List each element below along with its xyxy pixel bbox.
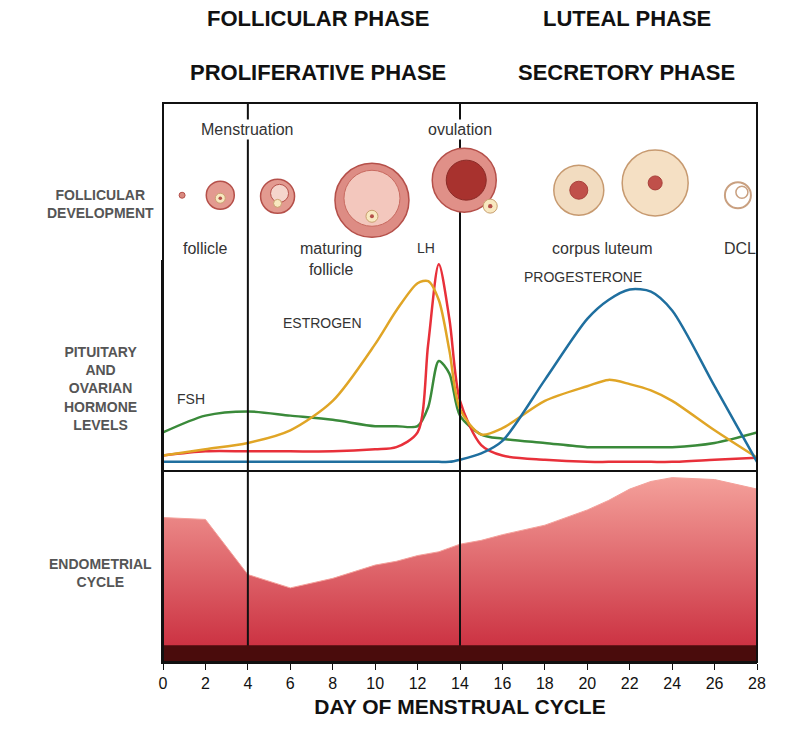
svg-text:0: 0 (159, 675, 168, 692)
svg-text:12: 12 (409, 675, 427, 692)
svg-text:28: 28 (748, 675, 766, 692)
svg-text:2: 2 (201, 675, 210, 692)
svg-text:follicle: follicle (183, 240, 228, 257)
svg-text:DAY OF MENSTRUAL CYCLE: DAY OF MENSTRUAL CYCLE (314, 695, 605, 718)
svg-text:18: 18 (536, 675, 554, 692)
svg-text:PROGESTERONE: PROGESTERONE (524, 269, 642, 285)
svg-text:8: 8 (328, 675, 337, 692)
svg-text:LH: LH (417, 240, 435, 256)
svg-text:4: 4 (243, 675, 252, 692)
svg-text:ENDOMETRIALCYCLE: ENDOMETRIALCYCLE (49, 556, 152, 590)
svg-text:PROLIFERATIVE PHASE: PROLIFERATIVE PHASE (190, 60, 446, 85)
svg-text:LUTEAL PHASE: LUTEAL PHASE (543, 6, 711, 31)
svg-text:FSH: FSH (177, 391, 205, 407)
svg-text:DCL: DCL (724, 240, 756, 257)
svg-text:ESTROGEN: ESTROGEN (283, 315, 362, 331)
svg-text:26: 26 (706, 675, 724, 692)
svg-text:ovulation: ovulation (428, 121, 492, 138)
svg-text:SECRETORY PHASE: SECRETORY PHASE (518, 60, 735, 85)
svg-text:maturingfollicle: maturingfollicle (300, 240, 362, 278)
svg-text:24: 24 (663, 675, 681, 692)
svg-text:FOLLICULAR PHASE: FOLLICULAR PHASE (207, 6, 429, 31)
svg-text:PITUITARYANDOVARIANHORMONELEVE: PITUITARYANDOVARIANHORMONELEVELS (64, 344, 137, 433)
svg-text:16: 16 (494, 675, 512, 692)
svg-text:6: 6 (286, 675, 295, 692)
svg-text:20: 20 (578, 675, 596, 692)
svg-text:Menstruation: Menstruation (201, 121, 294, 138)
svg-text:22: 22 (621, 675, 639, 692)
svg-text:14: 14 (451, 675, 469, 692)
svg-text:FOLLICULARDEVELOPMENT: FOLLICULARDEVELOPMENT (47, 187, 154, 221)
svg-text:10: 10 (366, 675, 384, 692)
svg-text:corpus luteum: corpus luteum (552, 240, 653, 257)
